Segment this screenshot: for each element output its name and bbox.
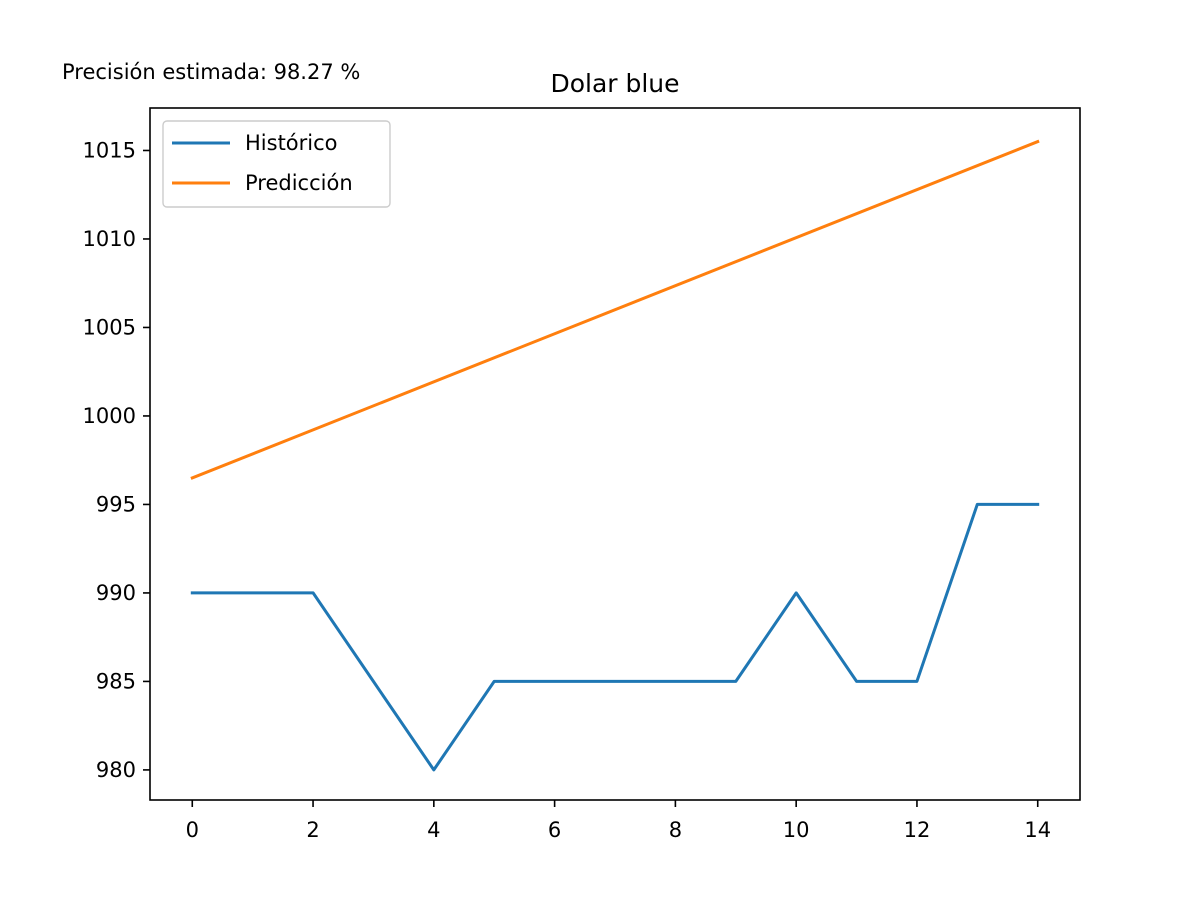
y-tick-label: 990 — [96, 581, 136, 605]
series-line-historico — [190, 502, 1040, 772]
chart-title: Dolar blue — [550, 69, 679, 98]
legend-label-historico: Histórico — [245, 131, 338, 155]
y-tick-label: 1005 — [83, 315, 136, 339]
y-tick-label: 985 — [96, 669, 136, 693]
y-tick-label: 995 — [96, 492, 136, 516]
series-line-prediccion — [190, 139, 1040, 480]
x-tick-label: 4 — [427, 818, 440, 842]
x-tick-label: 0 — [186, 818, 199, 842]
x-tick-label: 12 — [904, 818, 931, 842]
series-layer — [190, 139, 1040, 772]
y-tick-label: 1015 — [83, 138, 136, 162]
x-tick-label: 6 — [548, 818, 561, 842]
y-tick-label: 1000 — [83, 404, 136, 428]
x-tick-label: 10 — [783, 818, 810, 842]
x-tick-label: 14 — [1024, 818, 1051, 842]
x-tick-label: 8 — [669, 818, 682, 842]
y-tick-label: 1010 — [83, 227, 136, 251]
y-axis: 980 985 990 995 1000 1005 1010 1015 — [83, 138, 150, 782]
legend-label-prediccion: Predicción — [245, 171, 353, 195]
x-tick-label: 2 — [306, 818, 319, 842]
y-tick-label: 980 — [96, 758, 136, 782]
legend: Histórico Predicción — [162, 120, 391, 208]
x-axis: 0 2 4 6 8 10 12 14 — [186, 800, 1051, 842]
plot-area — [149, 107, 1081, 801]
precision-annotation: Precisión estimada: 98.27 % — [62, 60, 360, 84]
